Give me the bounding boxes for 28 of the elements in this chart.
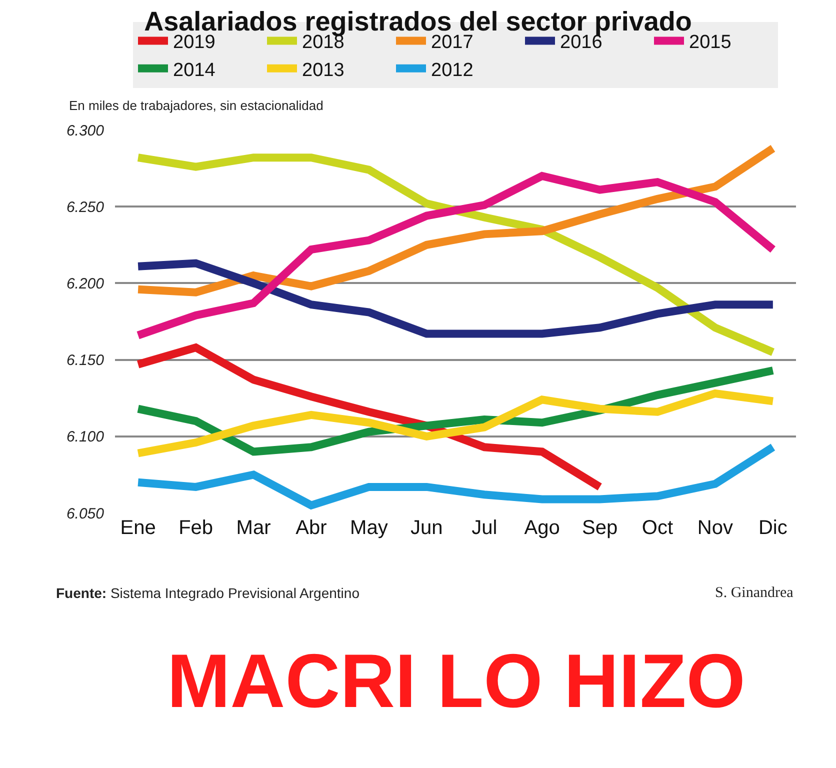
legend-label: 2012: [431, 60, 474, 81]
legend-label: 2019: [173, 32, 216, 54]
y-tick-label: 6.150: [66, 352, 105, 370]
x-tick-label: Jul: [472, 517, 498, 539]
x-tick-label: Feb: [178, 517, 214, 539]
x-tick-label: Sep: [582, 517, 618, 539]
chart-subtitle: En miles de trabajadores, sin estacionalidad: [69, 98, 324, 113]
x-tick-label: Abr: [296, 517, 328, 539]
source-note: Fuente: Sistema Integrado Previsional Argentino: [56, 585, 360, 601]
x-tick-label: Ago: [524, 517, 560, 539]
y-tick-label: 6.200: [66, 275, 105, 292]
legend-label: 2013: [302, 60, 344, 81]
x-tick-label: Oct: [642, 517, 674, 539]
y-tick-label: 6.300: [66, 122, 105, 140]
y-tick-label: 6.100: [66, 428, 105, 446]
y-tick-label: 6.050: [66, 505, 105, 522]
text: S. Ginandrea: [715, 585, 794, 601]
x-tick-label: Ene: [120, 517, 156, 539]
x-tick-label: May: [350, 517, 388, 539]
legend-label: 2014: [173, 60, 216, 81]
x-tick-label: Nov: [697, 517, 733, 539]
x-tick-label: Dic: [758, 517, 788, 539]
text: MACRI LO HIZO: [167, 639, 746, 724]
x-tick-label: Jun: [410, 517, 443, 539]
legend-label: 2017: [431, 32, 474, 54]
x-tick-label: Mar: [236, 517, 272, 539]
legend-label: 2015: [689, 32, 732, 54]
y-tick-label: 6.250: [66, 198, 105, 216]
